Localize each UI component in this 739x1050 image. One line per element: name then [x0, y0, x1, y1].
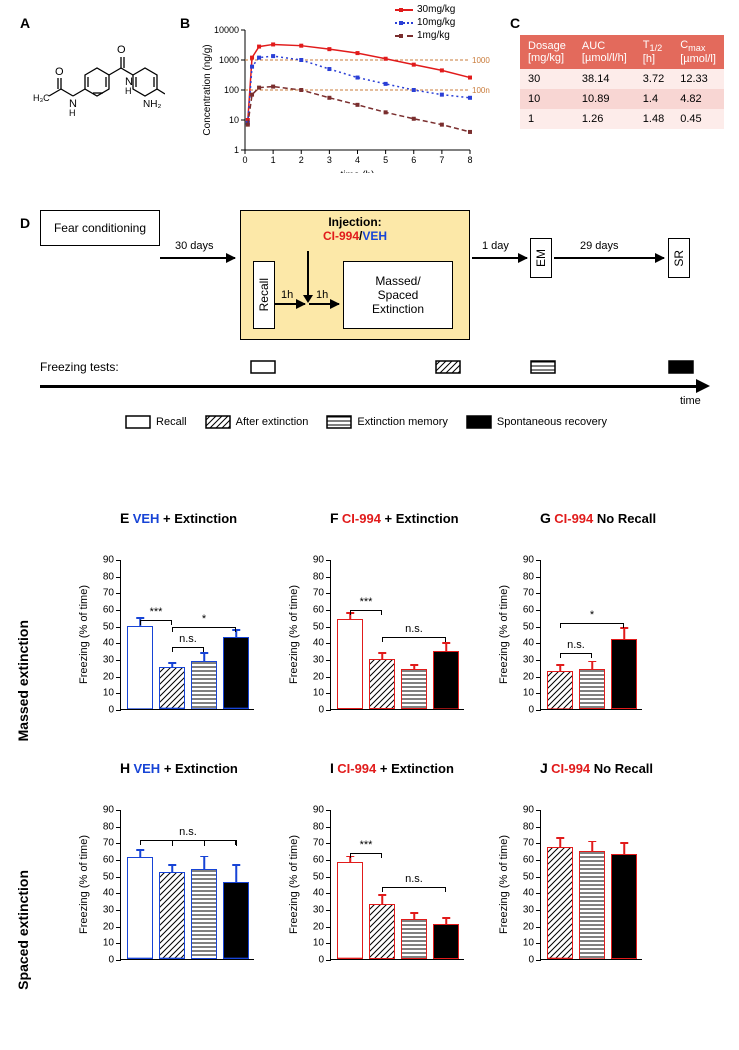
figure: A O NH O NH H₃C NH₂ B 110100100010000012… — [0, 0, 739, 1050]
svg-text:1: 1 — [271, 155, 276, 165]
svg-text:6: 6 — [411, 155, 416, 165]
svg-text:1000nm: 1000nm — [472, 56, 490, 65]
svg-text:3: 3 — [327, 155, 332, 165]
svg-text:4: 4 — [355, 155, 360, 165]
svg-text:O: O — [55, 66, 64, 78]
svg-text:8: 8 — [467, 155, 472, 165]
svg-text:H₃C: H₃C — [33, 93, 50, 103]
svg-text:time (h): time (h) — [341, 170, 375, 173]
panel-a-structure: O NH O NH H₃C NH₂ — [25, 35, 165, 130]
svg-text:1000: 1000 — [219, 55, 239, 65]
svg-text:1: 1 — [234, 145, 239, 155]
svg-text:0: 0 — [242, 155, 247, 165]
spaced-label: Spaced extinction — [15, 870, 31, 990]
panel-a-label: A — [20, 15, 30, 31]
svg-text:100nm: 100nm — [472, 86, 490, 95]
svg-text:7: 7 — [439, 155, 444, 165]
svg-text:100: 100 — [224, 85, 239, 95]
massed-label: Massed extinction — [15, 620, 31, 741]
svg-text:2: 2 — [299, 155, 304, 165]
svg-text:H: H — [125, 86, 132, 96]
panel-c-table: Dosage[mg/kg]AUC[µmol/l/h]T1/2[h]Cmax[µm… — [520, 35, 724, 129]
svg-text:NH₂: NH₂ — [143, 99, 161, 110]
panel-b-chart: 1101001000100000123456781000nm100nmtime … — [200, 18, 490, 168]
svg-text:Concentration (ng/g): Concentration (ng/g) — [202, 44, 213, 135]
panel-d-label: D — [20, 215, 30, 231]
panel-c-label: C — [510, 15, 520, 31]
svg-text:O: O — [117, 44, 126, 56]
svg-text:5: 5 — [383, 155, 388, 165]
svg-text:10: 10 — [229, 115, 239, 125]
svg-text:10000: 10000 — [214, 25, 239, 35]
panel-d-flowchart: ⚡⚡⚡Fear conditioning30 days Injection: C… — [40, 210, 710, 450]
panel-b-label: B — [180, 15, 190, 31]
svg-text:H: H — [69, 108, 76, 118]
